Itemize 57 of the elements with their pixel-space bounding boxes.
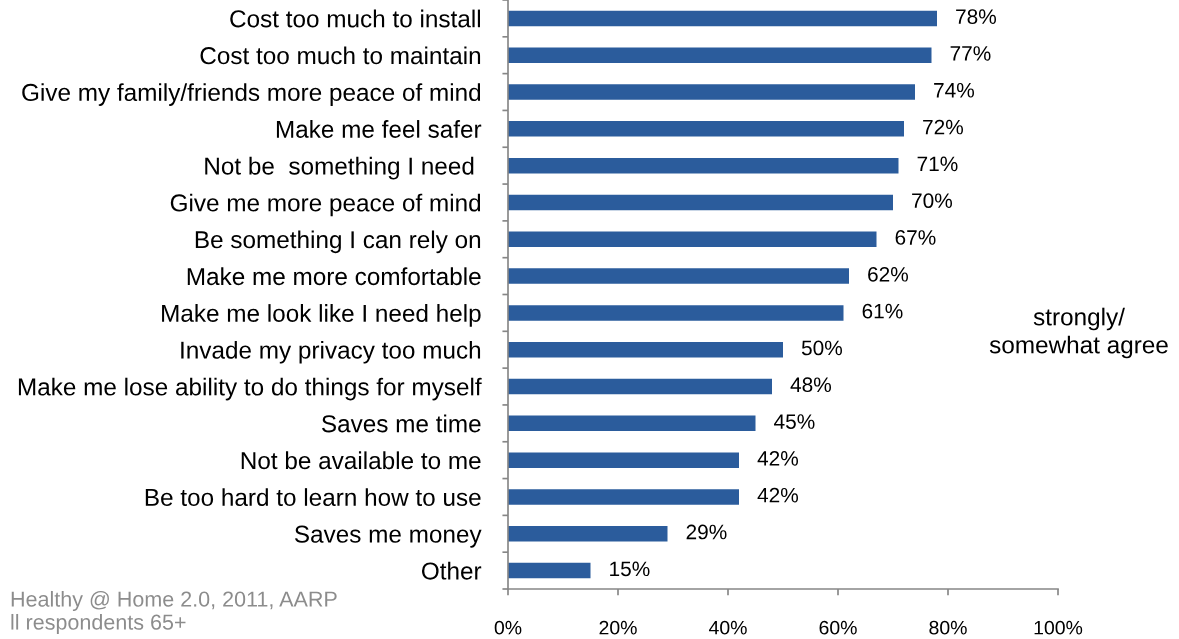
bar	[508, 526, 668, 542]
y-tick-label: Make me feel safer	[276, 120, 482, 138]
y-tick-label: Be too hard to learn how to use	[145, 488, 481, 507]
y-tick-label: Be something I can rely on	[195, 230, 481, 254]
data-label: 15%	[610, 561, 650, 577]
y-tick-label: Saves me time	[321, 414, 481, 433]
x-tick-label: 100%	[1034, 620, 1083, 635]
data-label: 71%	[917, 156, 958, 172]
y-tick-label: Saves me money	[294, 525, 482, 548]
y-tick-label: Make me lose ability to do things for myself	[18, 377, 482, 401]
bar	[508, 10, 937, 27]
data-label: 50%	[801, 340, 843, 356]
annotation: strongly/ somewhat agree	[989, 307, 1168, 359]
y-tick-label: Give me more peace of mind	[170, 193, 481, 217]
y-tick-label: Make me look like I need help	[162, 304, 481, 327]
data-label: 77%	[950, 46, 991, 61]
bar	[508, 121, 904, 137]
y-tick-label: Give my family/friends more peace of mind	[22, 83, 481, 106]
data-label: 62%	[868, 266, 909, 282]
y-tick-label: Cost too much to install	[230, 9, 480, 28]
bar	[508, 231, 877, 248]
bar	[508, 415, 756, 432]
data-label: 67%	[895, 230, 936, 245]
x-tick-label: 0%	[494, 620, 522, 635]
y-tick-label: Make me more comfortable	[187, 267, 481, 286]
x-tick-label: 20%	[599, 620, 637, 635]
y-tick-label: Not be available to me	[241, 451, 481, 470]
x-tick-label: 80%	[929, 620, 967, 635]
x-tick-label: 60%	[819, 620, 857, 635]
bar	[508, 157, 899, 174]
data-label: 42%	[757, 451, 799, 466]
bar	[508, 305, 844, 321]
bar	[508, 378, 772, 395]
bar	[508, 84, 915, 100]
bar	[508, 452, 739, 468]
data-label: 70%	[912, 193, 953, 209]
text: ll respondents 65+	[11, 613, 186, 635]
data-label: 61%	[862, 303, 903, 319]
bar	[508, 341, 783, 358]
x-tick-label: 40%	[708, 620, 747, 635]
data-label: 72%	[923, 119, 964, 135]
y-tick-label: Not be something I need	[205, 156, 474, 180]
data-label: 78%	[956, 9, 997, 24]
bar	[508, 47, 932, 63]
bar	[508, 268, 849, 284]
data-label: 74%	[934, 82, 975, 98]
bar	[508, 562, 591, 579]
bar	[508, 194, 893, 211]
y-tick-label: Other	[421, 561, 482, 580]
y-tick-label: Cost too much to maintain	[200, 46, 481, 65]
data-label: 29%	[686, 524, 727, 540]
text: Healthy @ Home 2.0, 2011, AARP	[11, 590, 337, 612]
bar	[508, 489, 739, 505]
data-label: 48%	[790, 377, 832, 393]
y-tick-label: Invade my privacy too much	[181, 340, 481, 364]
data-label: 45%	[774, 414, 815, 429]
data-label: 42%	[757, 487, 799, 503]
